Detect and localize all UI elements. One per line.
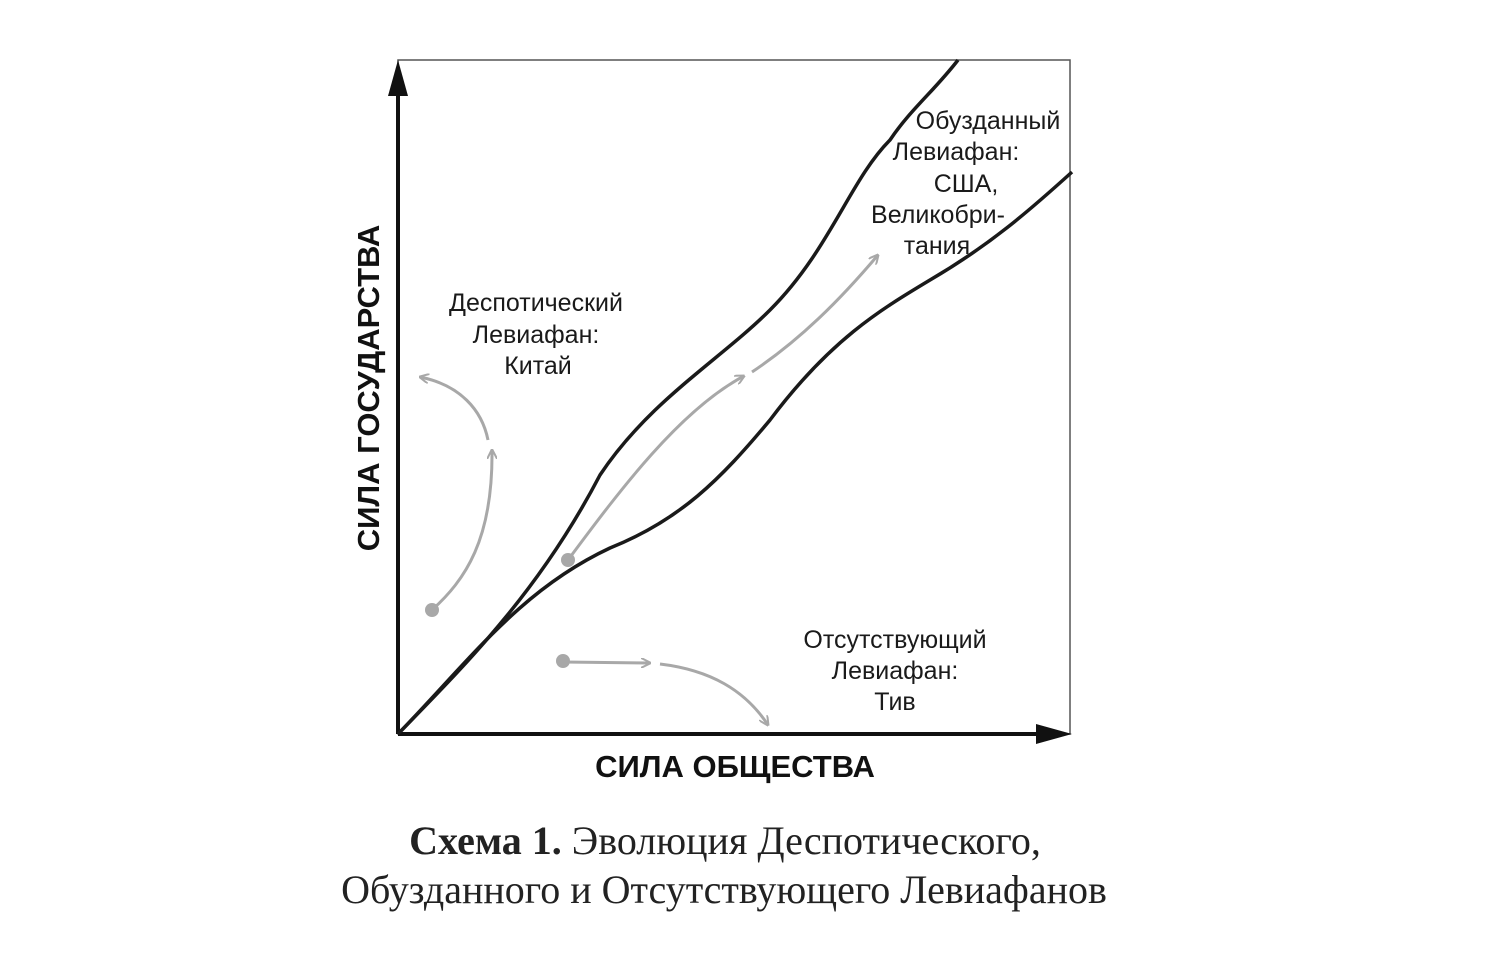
absent-start-dot — [556, 654, 570, 668]
absent-label: Отсутствующий Левиафан: Тив — [803, 626, 986, 716]
y-axis-label: СИЛА ГОСУДАРСТВА — [351, 225, 386, 552]
shackled-label-line: США, — [934, 170, 999, 198]
shackled-trajectory-2 — [751, 255, 878, 374]
despotic-label-line: Китай — [504, 352, 572, 380]
absent-label-line: Отсутствующий — [803, 626, 986, 654]
caption-line-1-text: Эволюция Деспотического, — [562, 818, 1041, 863]
shackled-label-line: Великобри- — [871, 201, 1005, 229]
despotic-label-line: Деспотический — [449, 289, 623, 317]
despotic-trajectory-2 — [420, 377, 490, 441]
corridor-lower-boundary — [396, 170, 1074, 736]
despotic-label-line: Левиафан: — [473, 321, 600, 349]
shackled-trajectory-1 — [566, 376, 744, 561]
caption-number: Схема 1. — [409, 818, 562, 863]
absent-label-line: Тив — [874, 688, 915, 716]
caption-line-1: Схема 1. Эволюция Деспотического, — [409, 818, 1041, 863]
absent-trajectory-2 — [659, 662, 768, 725]
despotic-trajectory-1 — [430, 450, 492, 612]
absent-trajectory-1 — [562, 662, 650, 663]
shackled-label-line: Левиафан: — [893, 138, 1020, 166]
shackled-label: Обузданный Левиафан: США, Великобри- тан… — [871, 107, 1060, 260]
y-axis-arrowhead — [388, 60, 408, 96]
shackled-label-line: Обузданный — [916, 107, 1061, 135]
x-axis-label: СИЛА ОБЩЕСТВА — [595, 749, 875, 784]
corridor-upper-boundary — [396, 58, 960, 736]
absent-label-line: Левиафан: — [832, 657, 959, 685]
shackled-label-line: тания — [904, 232, 970, 260]
caption-line-2: Обузданного и Отсутствующего Левиафанов — [341, 867, 1107, 912]
despotic-label: Деспотический Левиафан: Китай — [449, 289, 623, 380]
x-axis-arrowhead — [1036, 724, 1072, 744]
